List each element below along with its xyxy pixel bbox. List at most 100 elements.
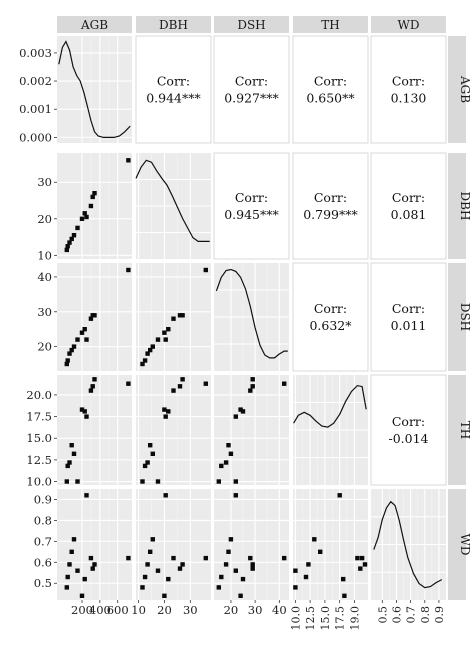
row-label-dbh: DBH <box>458 192 472 221</box>
point-th-dsh-5 <box>233 479 238 484</box>
point-wd-dsh-2 <box>223 562 229 567</box>
point-dsh-dbh-12 <box>203 267 208 273</box>
corr-value: 0.011 <box>391 318 427 333</box>
strip-dsh: DSH <box>214 16 289 33</box>
y-tick-label-th: 15.0 <box>26 431 52 445</box>
y-tick-label-agb: 0.001 <box>19 102 52 116</box>
panel-dbh-agb <box>57 153 132 259</box>
point-th-dbh-3 <box>148 443 153 448</box>
strip-th: TH <box>293 16 368 33</box>
x-tick-label-agb: 200 <box>71 603 93 617</box>
corr-label: Corr: <box>157 74 190 89</box>
point-wd-dbh-3 <box>148 549 153 554</box>
density-line-agb <box>58 40 131 138</box>
panel-background <box>57 375 132 485</box>
point-th-dsh-0 <box>216 479 221 484</box>
strip-dbh: DBH <box>136 16 211 33</box>
point-wd-th-5 <box>293 568 298 573</box>
point-wd-dsh-11 <box>250 562 255 567</box>
point-wd-agb-0 <box>64 585 69 590</box>
point-wd-dsh-5 <box>233 568 238 573</box>
point-wd-dsh-12 <box>282 555 287 561</box>
strip-background <box>448 375 466 485</box>
panel-grid-lines <box>293 375 368 485</box>
point-wd-dbh-8 <box>163 493 168 498</box>
point-wd-dsh-1 <box>219 574 224 580</box>
strip-background <box>214 16 289 33</box>
y-tick-label-dbh: 20 <box>37 212 52 226</box>
y-tick-label-dsh: 20 <box>37 340 52 354</box>
point-dsh-agb-1 <box>65 358 70 363</box>
point-dsh-dbh-9 <box>171 316 176 321</box>
y-tick-label-dbh: 10 <box>37 248 52 262</box>
point-th-dbh-9 <box>171 388 176 393</box>
corr-label: Corr: <box>235 190 268 205</box>
x-tick-label-wd: 0.8 <box>419 606 432 624</box>
strip-background <box>448 36 466 143</box>
panel-agb-dsh: Corr: 0.927*** <box>213 35 290 144</box>
point-th-dsh-6 <box>238 407 243 412</box>
y-tick-label-agb: 0.000 <box>19 130 52 144</box>
point-th-agb-7 <box>82 409 87 414</box>
corr-label: Corr: <box>235 74 268 89</box>
point-wd-th-9 <box>355 555 360 561</box>
column-label-agb: AGB <box>80 18 108 32</box>
y-tick-label-dbh: 30 <box>37 175 52 189</box>
x-tick-label-agb: 600 <box>107 603 129 617</box>
point-wd-agb-11 <box>92 562 97 567</box>
corr-label: Corr: <box>314 190 347 205</box>
row-label-wd: WD <box>458 534 472 556</box>
panel-dbh-dbh <box>135 153 211 259</box>
x-tick-label-agb: 400 <box>89 603 111 617</box>
point-dsh-dbh-2 <box>145 351 150 356</box>
point-wd-agb-2 <box>67 562 72 567</box>
point-th-dbh-10 <box>177 384 183 389</box>
point-th-agb-10 <box>90 384 95 389</box>
corr-label: Corr: <box>314 301 347 316</box>
y-tick-label-agb: 0.002 <box>19 74 52 88</box>
strip-wd: WD <box>371 16 446 33</box>
point-dsh-agb-6 <box>79 330 85 335</box>
x-tick-label-dsh: 30 <box>248 603 263 617</box>
row-strip-th: TH <box>448 375 472 485</box>
strip-background <box>57 16 132 33</box>
point-th-dbh-5 <box>155 479 161 484</box>
corr-value: 0.927*** <box>224 91 279 106</box>
point-wd-dbh-7 <box>166 576 171 582</box>
panel-grid-lines <box>371 489 446 600</box>
point-dsh-agb-3 <box>69 347 74 353</box>
point-dbh-agb-6 <box>79 216 85 221</box>
point-dsh-dbh-6 <box>162 330 167 335</box>
point-th-dbh-4 <box>150 451 155 456</box>
y-tick-label-wd: 0.9 <box>34 492 52 506</box>
column-label-wd: WD <box>398 18 420 32</box>
point-wd-agb-9 <box>88 555 94 561</box>
row-strip-labels: AGB DBH DSH TH WD <box>448 36 472 600</box>
x-tick-label-th: 12.5 <box>304 606 317 631</box>
point-th-agb-12 <box>126 381 131 386</box>
strip-background <box>448 263 466 371</box>
row-label-agb: AGB <box>458 75 472 103</box>
point-dbh-agb-3 <box>69 236 74 242</box>
row-strip-dbh: DBH <box>448 153 472 259</box>
panel-agb-th: Corr: 0.650** <box>292 35 369 144</box>
panel-background <box>293 489 368 600</box>
left-axis-ticks: 0.000 0.001 0.002 0.003 10 20 30 20 30 40 10.0 12.5… <box>19 46 57 590</box>
point-th-agb-2 <box>67 460 72 465</box>
x-tick-label-dbh: 30 <box>183 603 198 617</box>
point-dbh-agb-10 <box>90 194 95 200</box>
panel-dbh-th: Corr: 0.799*** <box>292 152 369 260</box>
corr-value: 0.081 <box>391 207 427 222</box>
panel-background <box>57 36 132 143</box>
corr-value: 0.944*** <box>146 91 201 106</box>
point-wd-th-1 <box>303 574 309 580</box>
corr-value: 0.799*** <box>303 207 358 222</box>
point-th-dsh-12 <box>282 381 287 386</box>
panel-dbh-dsh: Corr: 0.945*** <box>213 152 290 260</box>
strip-background <box>293 16 368 33</box>
x-tick-label-dsh: 20 <box>224 603 239 617</box>
y-tick-label-th: 20.0 <box>26 388 52 402</box>
density-line-dbh <box>135 159 210 242</box>
point-wd-dsh-0 <box>216 585 221 590</box>
point-wd-dsh-6 <box>238 593 243 598</box>
